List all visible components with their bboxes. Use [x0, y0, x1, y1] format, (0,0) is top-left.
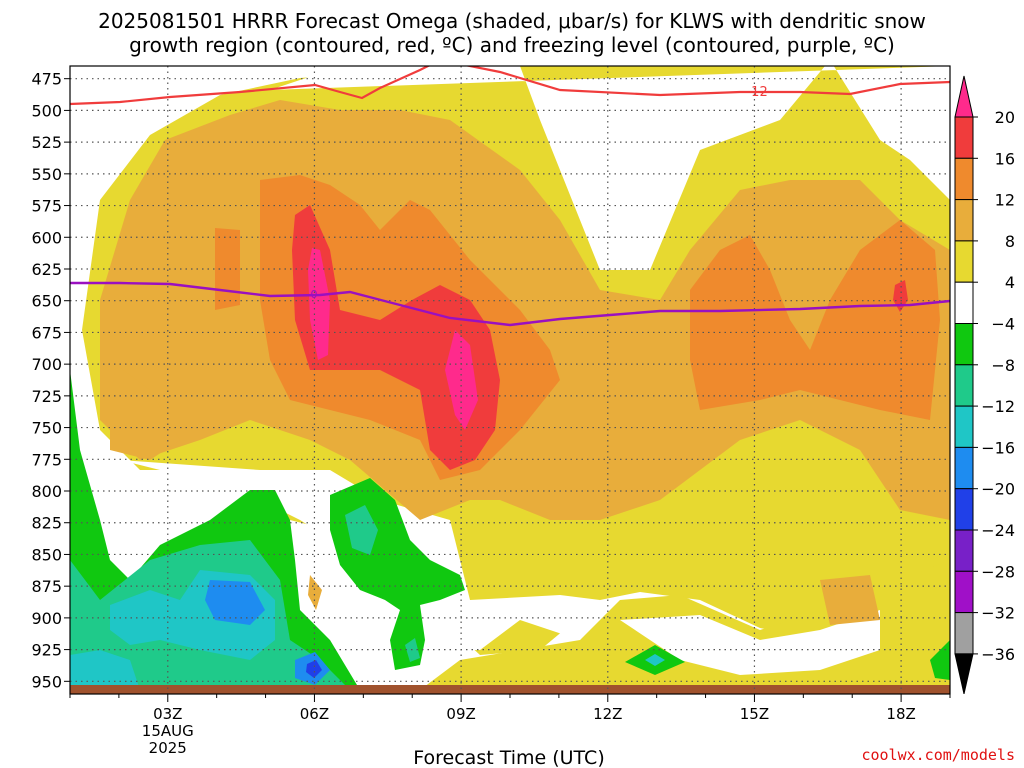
colorbar-segment	[954, 488, 974, 531]
colorbar-segment	[954, 281, 974, 325]
colorbar-label: −16	[981, 438, 1015, 457]
colorbar-segment	[954, 199, 974, 242]
y-tick-label: 800	[31, 482, 62, 501]
colorbar-top-arrow	[954, 75, 974, 118]
x-tick-label: 06Z	[300, 705, 329, 723]
y-tick-label: 475	[31, 70, 62, 89]
x-tick-label: 15Z	[740, 705, 769, 723]
colorbar-segment	[954, 116, 974, 159]
chart-title-line-1: 2025081501 HRRR Forecast Omega (shaded, …	[98, 9, 926, 33]
y-tick-label: 775	[31, 450, 62, 469]
y-tick-label: 750	[31, 419, 62, 438]
x-tick-label: 09Z	[446, 705, 475, 723]
omega-band-16-20	[292, 205, 500, 470]
colorbar-label: −20	[981, 480, 1015, 499]
omega-band-neg-20-24	[306, 660, 322, 678]
y-tick-label: 500	[31, 101, 62, 120]
omega-band-8-12-lower	[820, 575, 880, 625]
omega-band-12-16-right	[690, 220, 940, 420]
colorbar-label: 20	[995, 108, 1015, 127]
omega-band-neutral	[70, 66, 160, 180]
omega-band-neg-12-16-3	[645, 654, 665, 666]
omega-band-neutral-4	[620, 610, 880, 675]
colorbar-segment	[954, 405, 974, 448]
y-tick-label: 675	[31, 323, 62, 342]
colorbar: 20 16 12 8 4 −4 −8 −12 −16 −20 −24 −28 −32 −36	[954, 75, 1015, 695]
omega-band-8-12-small	[308, 575, 322, 610]
colorbar-label: −28	[981, 562, 1015, 581]
colorbar-label: 16	[995, 149, 1015, 168]
x-axis-title: Forecast Time (UTC)	[413, 747, 604, 768]
colorbar-label: 4	[1005, 273, 1015, 292]
colorbar-segment	[954, 240, 974, 283]
x-tick-label: 03Z	[153, 705, 182, 723]
colorbar-segment	[954, 529, 974, 572]
colorbar-segment	[954, 612, 974, 655]
surface-ground	[70, 685, 950, 694]
colorbar-label: −24	[981, 521, 1015, 540]
plot-area: −12 0	[70, 66, 950, 694]
y-tick-label: 600	[31, 228, 62, 247]
x-tick-year: 2025	[149, 739, 187, 757]
dgz-contour-label: −12	[740, 85, 767, 100]
y-tick-label: 950	[31, 672, 62, 691]
y-tick-label: 875	[31, 577, 62, 596]
omega-band-neutral-2	[270, 66, 950, 270]
colorbar-bottom-arrow	[954, 653, 974, 695]
chart-title-line-2: growth region (contoured, red, ºC) and f…	[129, 33, 895, 57]
colorbar-label: −36	[981, 645, 1015, 664]
colorbar-label: 12	[995, 191, 1015, 210]
credit-text: coolwx.com/models	[861, 746, 1015, 764]
colorbar-label: −12	[981, 397, 1015, 416]
omega-band-neg-8-12-3	[405, 638, 420, 662]
y-tick-label: 725	[31, 387, 62, 406]
colorbar-segment	[954, 570, 974, 614]
dgz-contour-line	[70, 66, 950, 106]
y-tick-label: 700	[31, 355, 62, 374]
colorbar-label: 8	[1005, 232, 1015, 251]
x-tick-label: 12Z	[593, 705, 622, 723]
freezing-level-contour-label: 0	[311, 288, 318, 301]
colorbar-segment	[954, 364, 974, 407]
y-axis-pressure: 475 500 525 550 575 600 625 650 675 700 725 750 775 8…	[31, 70, 70, 691]
x-tick-label: 18Z	[886, 705, 915, 723]
freezing-level-contour-line	[70, 281, 950, 327]
y-tick-label: 825	[31, 514, 62, 533]
colorbar-label: −8	[991, 356, 1015, 375]
y-tick-label: 900	[31, 609, 62, 628]
omega-band-neg-12-16-2	[70, 650, 140, 690]
y-tick-label: 650	[31, 292, 62, 311]
colorbar-segment	[954, 157, 974, 201]
colorbar-segment	[954, 323, 974, 366]
omega-band-neg-16-20	[205, 580, 265, 625]
colorbar-label: −32	[981, 604, 1015, 623]
colorbar-segment	[954, 446, 974, 490]
y-tick-label: 550	[31, 165, 62, 184]
y-tick-label: 850	[31, 545, 62, 564]
omega-band-8-12-left	[110, 360, 180, 460]
x-tick-date: 15AUG	[142, 722, 194, 740]
omega-band-neg-8-12-2	[345, 505, 378, 555]
y-tick-label: 525	[31, 133, 62, 152]
gridlines	[70, 66, 950, 694]
y-tick-label: 625	[31, 260, 62, 279]
y-tick-label: 925	[31, 641, 62, 660]
colorbar-label: −4	[991, 315, 1015, 334]
y-tick-label: 575	[31, 197, 62, 216]
